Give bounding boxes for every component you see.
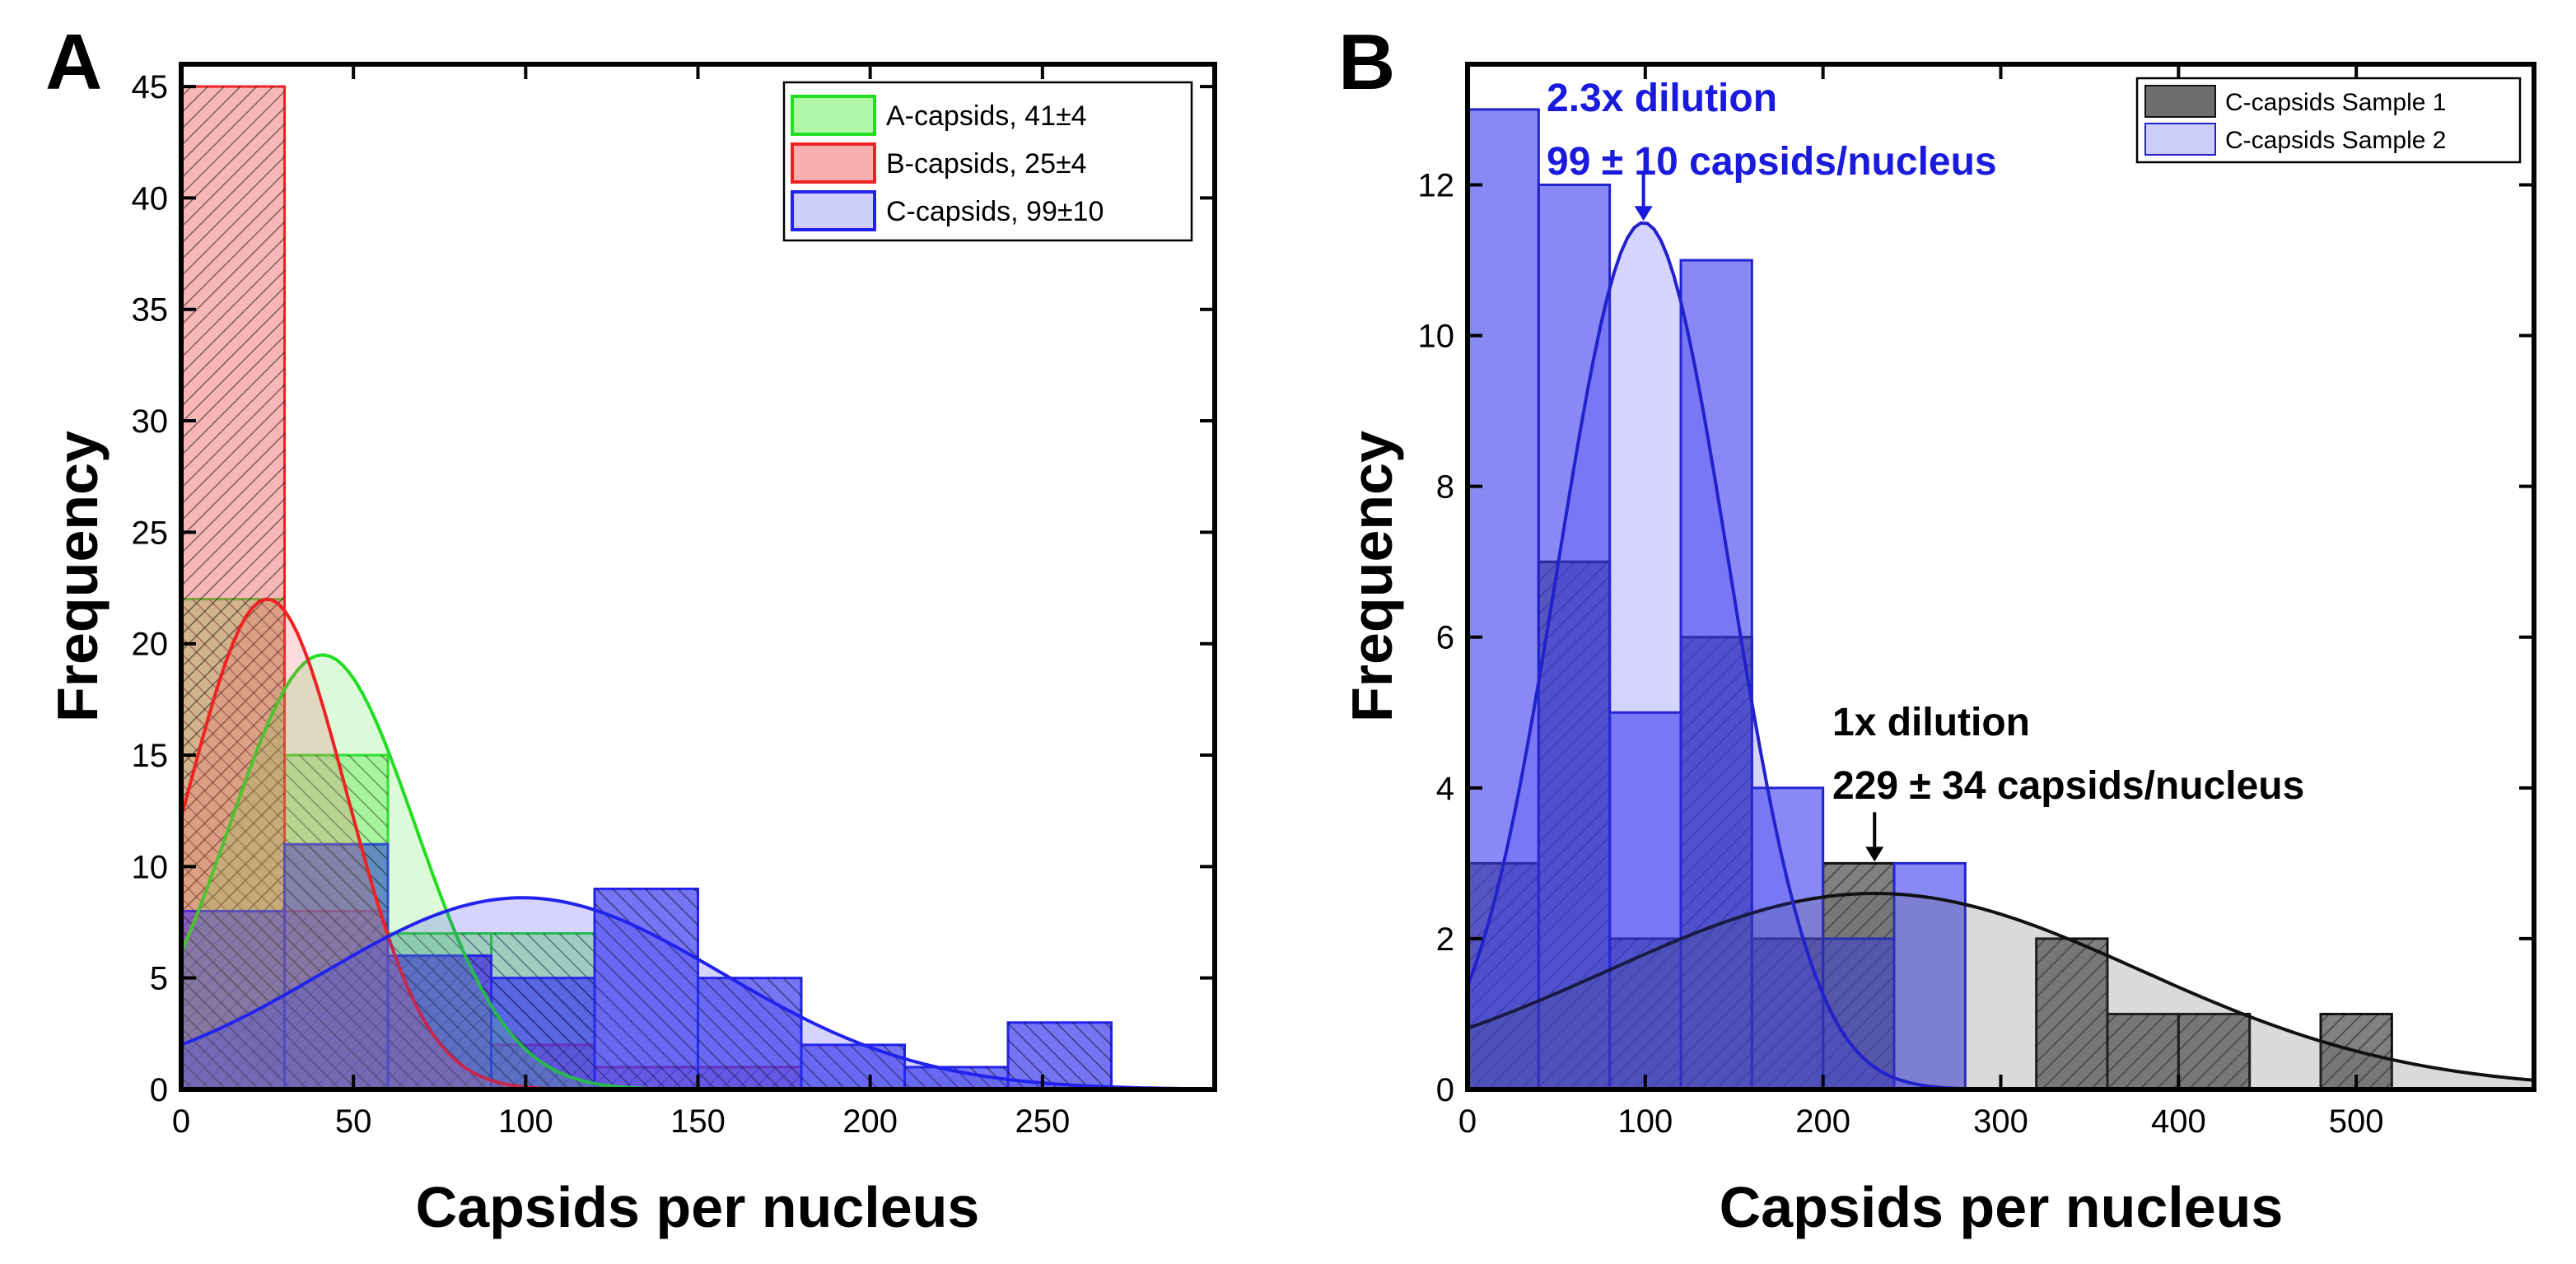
panel-b-ytick-label-10: 10 xyxy=(1418,319,1455,355)
panel-a-ytick-label-10: 10 xyxy=(132,849,169,885)
panel-b-ytick-label-4: 4 xyxy=(1436,771,1454,807)
panel-a-ytick-label-20: 20 xyxy=(132,627,169,663)
panel-b-bar-hatch-c-capsids-sample-1-320 xyxy=(2036,938,2107,1089)
panel-a-ytick-label-45: 45 xyxy=(132,69,169,105)
panel-b-bar-c-capsids-sample-2-200 xyxy=(1822,937,1896,1091)
panel-b-bar-c-capsids-sample-2-160 xyxy=(1750,786,1825,1091)
panel-b-bar-hatch-c-capsids-sample-1-360 xyxy=(2107,1014,2179,1089)
annotation-sample-1-dilution: 1x dilution xyxy=(1832,701,2030,744)
panel-b-bars xyxy=(1466,108,2393,1091)
panel-a-xtick-label-0: 0 xyxy=(172,1103,190,1140)
panel-a-bar-hatch-c-capsids-120 xyxy=(595,889,698,1089)
panel-a-bars xyxy=(180,85,1113,1091)
panel-a-bar-hatch-c-capsids-150 xyxy=(698,977,801,1089)
legend-swatch-b-capsids xyxy=(791,142,876,184)
panel-a-chart: 0 50 100 150 200 250 0 5 10 15 20 25 30 35 40 45 Capsid… xyxy=(45,62,1217,1239)
panel-b-xtick-label-0: 0 xyxy=(1458,1103,1477,1140)
panel-b-ytick-label-12: 12 xyxy=(1418,167,1455,203)
panel-a-ytick-label-0: 0 xyxy=(150,1072,168,1108)
panel-a-bar-hatch-c-capsids-90 xyxy=(491,977,595,1089)
legend-label-b-capsids: B-capsids, 25±4 xyxy=(886,148,1087,180)
panel-a-ytick-label-15: 15 xyxy=(132,738,169,774)
panel-a-ytick-label-40: 40 xyxy=(132,180,169,217)
panel-b-ytick-label-0: 0 xyxy=(1436,1072,1454,1108)
legend-label-sample-1: C-capsids Sample 1 xyxy=(2225,89,2446,116)
panel-a-fit-area-b-capsids xyxy=(181,599,1215,1089)
panel-b-bar-c-capsids-sample-2-0 xyxy=(1466,108,1540,1091)
panel-a-xtick-label-150: 150 xyxy=(670,1103,726,1140)
panel-a-ytick-label-5: 5 xyxy=(150,961,168,997)
panel-a-legend: A-capsids, 41±4 B-capsids, 25±4 C-capsid… xyxy=(782,81,1193,242)
panel-b-fit-area-c-capsids-sample-2 xyxy=(1468,222,2534,1089)
legend-label-c-capsids: C-capsids, 99±10 xyxy=(886,196,1104,227)
panel-a-bar-hatch-c-capsids-240 xyxy=(1008,1022,1112,1089)
panel-b-xtick-label-200: 200 xyxy=(1795,1103,1850,1140)
panel-a-ytick-label-35: 35 xyxy=(132,292,169,329)
panel-b-ytick-label-6: 6 xyxy=(1436,620,1454,656)
panel-b-bar-hatch-c-capsids-sample-1-400 xyxy=(2178,1014,2250,1089)
panel-a-fit-area-a-capsids xyxy=(181,655,1215,1089)
panel-b-xtick-label-400: 400 xyxy=(2151,1103,2206,1140)
panel-a-xtick-label-250: 250 xyxy=(1015,1103,1070,1140)
panel-b-xtick-label-100: 100 xyxy=(1617,1103,1673,1140)
panel-b-fit-curve-c-capsids-sample-1 xyxy=(1467,891,2535,1082)
annotation-sample-2-count: 99 ± 10 capsids/nucleus xyxy=(1547,140,1997,184)
panel-a-ytick-label-30: 30 xyxy=(132,403,169,440)
panel-b-bar-c-capsids-sample-2-40 xyxy=(1537,183,1612,1091)
legend-label-a-capsids: A-capsids, 41±4 xyxy=(886,100,1087,132)
legend-label-sample-2: C-capsids Sample 2 xyxy=(2225,127,2446,154)
panel-b-xtick-label-500: 500 xyxy=(2329,1103,2384,1140)
panel-b-annotations: 2.3x dilution 99 ± 10 capsids/nucleus 1x… xyxy=(1547,77,2304,862)
legend-swatch-sample-2 xyxy=(2144,123,2216,156)
panel-a-xtick-label-100: 100 xyxy=(498,1103,553,1140)
panel-a-bar-hatch-c-capsids-0 xyxy=(181,911,285,1089)
panel-a-ticks: 0 50 100 150 200 250 0 5 10 15 20 25 30 35 40 45 xyxy=(132,64,1215,1140)
panel-a-fit-curves xyxy=(180,597,1215,1091)
panel-b-fit-curves xyxy=(1466,221,2535,1091)
panel-b-bar-c-capsids-sample-2-120 xyxy=(1679,259,1753,1091)
panel-a-xtick-label-50: 50 xyxy=(335,1103,372,1140)
panel-b-ytick-label-2: 2 xyxy=(1436,921,1454,958)
panel-b-ytick-label-8: 8 xyxy=(1436,469,1454,506)
annotation-sample-2-arrowhead xyxy=(1634,206,1653,222)
panel-b-y-axis-title: Frequency xyxy=(1340,431,1404,722)
panel-a-x-axis-title: Capsids per nucleus xyxy=(416,1175,980,1239)
panel-b-chart: 0 100 200 300 400 500 0 2 4 6 8 10 12 Capsids per nu… xyxy=(1340,62,2536,1239)
legend-swatch-a-capsids xyxy=(791,95,876,136)
panel-b-ticks: 0 100 200 300 400 500 0 2 4 6 8 10 12 xyxy=(1418,64,2534,1140)
panel-a-y-axis-title: Frequency xyxy=(45,431,110,722)
panel-b-xtick-label-300: 300 xyxy=(1973,1103,2028,1140)
annotation-sample-2-dilution: 2.3x dilution xyxy=(1547,77,1777,120)
annotation-sample-1-arrowhead xyxy=(1865,847,1884,862)
panel-letter-b: B xyxy=(1338,18,1395,106)
legend-swatch-sample-1 xyxy=(2144,85,2216,118)
panel-b-x-axis-title: Capsids per nucleus xyxy=(1720,1175,2284,1239)
panel-a-xtick-label-200: 200 xyxy=(842,1103,898,1140)
panel-b-fit-area-c-capsids-sample-1 xyxy=(1468,893,2534,1089)
panel-a-ytick-label-25: 25 xyxy=(132,515,169,551)
panel-letter-a: A xyxy=(45,18,102,106)
annotation-sample-1-count: 229 ± 34 capsids/nucleus xyxy=(1832,764,2304,808)
panel-a-fit-area-c-capsids xyxy=(181,898,1215,1089)
panel-b-legend: C-capsids Sample 1 C-capsids Sample 2 xyxy=(2135,77,2522,164)
legend-swatch-c-capsids xyxy=(791,190,876,231)
